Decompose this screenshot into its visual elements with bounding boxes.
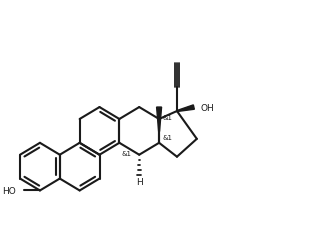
Text: H: H [136, 177, 143, 186]
Text: OH: OH [201, 103, 214, 112]
Text: &1: &1 [162, 115, 172, 120]
Polygon shape [156, 108, 162, 131]
Text: HO: HO [2, 186, 16, 195]
Text: &1: &1 [162, 134, 172, 140]
Polygon shape [177, 105, 194, 112]
Text: &1: &1 [121, 150, 131, 156]
